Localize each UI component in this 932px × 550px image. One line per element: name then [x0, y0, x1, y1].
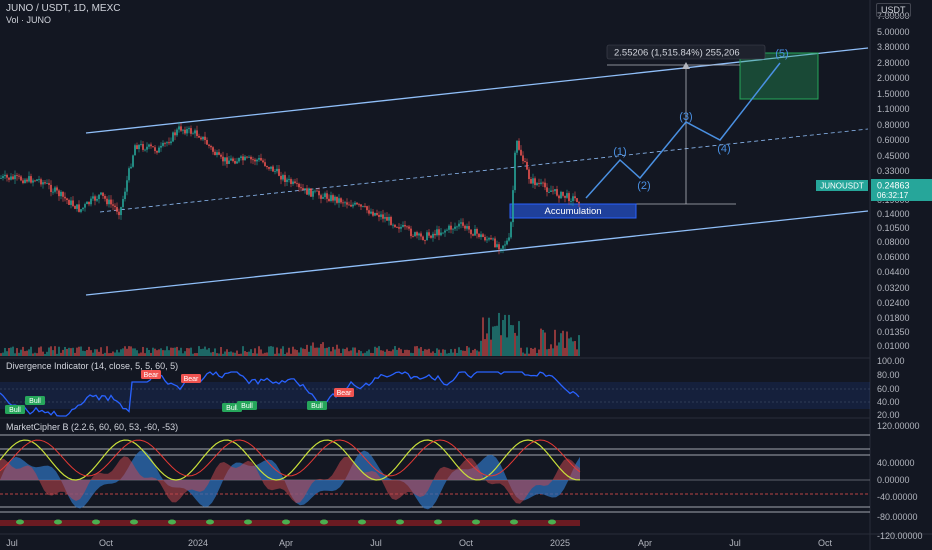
svg-text:Bear: Bear	[144, 372, 159, 379]
price-tick: 0.04400	[877, 267, 910, 277]
mcb-tick: -120.00000	[877, 531, 923, 541]
target-zone[interactable]	[739, 52, 819, 100]
price-tick: 0.01350	[877, 327, 910, 337]
price-tick: 1.50000	[877, 89, 910, 99]
price-tick: 0.80000	[877, 120, 910, 130]
time-axis[interactable]: Jul Oct 2024 Apr Jul Oct 2025 Apr Jul Oct	[6, 538, 832, 548]
rsi-tick: 20.00	[877, 410, 900, 420]
time-tick: 2024	[188, 538, 208, 548]
rsi-tick: 40.00	[877, 397, 900, 407]
mcb-bottom-strip	[0, 520, 580, 526]
mcb-axis[interactable]: 120.00000 40.00000 0.00000 -40.00000 -80.000…	[877, 421, 923, 541]
price-tag-countdown: 06:32:17	[877, 191, 909, 200]
bear-tag: Bear	[334, 388, 354, 397]
symbol-tag-bg	[816, 180, 868, 191]
volume-title[interactable]: Vol · JUNO	[6, 15, 52, 25]
symbol-tag: JUNOUSDT	[820, 182, 864, 191]
svg-text:Bull: Bull	[226, 405, 238, 412]
mcb-tick: 0.00000	[877, 475, 910, 485]
channel-lines[interactable]	[85, 47, 869, 296]
bull-tag: Bull	[237, 401, 257, 410]
price-candles	[0, 121, 580, 255]
market-cipher-waves	[0, 439, 581, 510]
time-tick: Oct	[99, 538, 114, 548]
svg-text:Bear: Bear	[337, 390, 352, 397]
measure-tool[interactable]	[576, 62, 740, 205]
rsi-band	[0, 382, 870, 409]
price-tick: 1.10000	[877, 104, 910, 114]
measure-label-bg	[606, 44, 766, 60]
symbol-title[interactable]: JUNO / USDT, 1D, MEXC	[6, 3, 121, 14]
time-tick: 2025	[550, 538, 570, 548]
mcb-title: MarketCipher B (2.2.6, 60, 60, 53, -60, …	[6, 422, 178, 432]
rsi-axis[interactable]: 100.00 80.00 60.00 40.00 20.00	[877, 356, 905, 420]
price-tick: 0.03200	[877, 283, 910, 293]
bear-tag: Bear	[181, 374, 201, 383]
svg-text:Bull: Bull	[9, 407, 21, 414]
time-tick: Oct	[459, 538, 474, 548]
time-tick: Oct	[818, 538, 833, 548]
time-tick: Jul	[6, 538, 18, 548]
elliott-wave-path[interactable]	[585, 62, 781, 199]
rsi-tick: 80.00	[877, 370, 900, 380]
wave-1-label: (1)	[613, 146, 626, 158]
price-tick: 0.01000	[877, 341, 910, 351]
price-tick: 0.01800	[877, 313, 910, 323]
divergence-title: Divergence Indicator (14, close, 5, 5, 6…	[6, 361, 178, 371]
price-tick: 2.00000	[877, 73, 910, 83]
rsi-tick: 100.00	[877, 356, 905, 366]
time-tick: Jul	[729, 538, 741, 548]
rsi-tick: 60.00	[877, 384, 900, 394]
rsi-line	[0, 371, 580, 417]
bull-tag: Bull	[307, 401, 327, 410]
price-tick: 0.06000	[877, 252, 910, 262]
mcb-tick: 40.00000	[877, 458, 915, 468]
mcb-tick: -40.00000	[877, 492, 918, 502]
svg-text:Bull: Bull	[311, 403, 323, 410]
currency-button[interactable]: USDT	[876, 3, 911, 17]
price-tick: 2.80000	[877, 58, 910, 68]
svg-text:Bear: Bear	[184, 376, 199, 383]
mcb-tick: 120.00000	[877, 421, 920, 431]
bull-tag: Bull	[25, 396, 45, 405]
wave-2-label: (2)	[637, 180, 650, 192]
time-tick: Apr	[279, 538, 293, 548]
price-tick: 0.60000	[877, 135, 910, 145]
price-tick: 0.02400	[877, 298, 910, 308]
price-tag-value: 0.24863	[877, 181, 910, 191]
price-tick: 0.10500	[877, 223, 910, 233]
svg-text:Bull: Bull	[29, 398, 41, 405]
price-tick: 0.45000	[877, 151, 910, 161]
bear-tag: Bear	[141, 370, 161, 379]
mcb-signal-dots	[16, 519, 556, 525]
accumulation-label: Accumulation	[544, 206, 601, 217]
measure-label: 2.55206 (1,515.84%) 255,206	[614, 48, 740, 59]
wave-4-label: (4)	[717, 143, 730, 155]
price-tag-bg	[871, 179, 932, 201]
price-tick: 3.80000	[877, 42, 910, 52]
wave-3-label: (3)	[679, 111, 692, 123]
price-tick: 0.14000	[877, 209, 910, 219]
bull-tag: Bull	[5, 405, 25, 414]
price-tick: 5.00000	[877, 27, 910, 37]
wave-5-label: (5)	[775, 48, 788, 60]
svg-text:Bull: Bull	[241, 403, 253, 410]
mcb-tick: -80.00000	[877, 512, 918, 522]
time-tick: Apr	[638, 538, 652, 548]
price-tick: 0.08000	[877, 237, 910, 247]
price-tick: 0.33000	[877, 166, 910, 176]
volume-bars	[0, 312, 580, 356]
time-tick: Jul	[370, 538, 382, 548]
